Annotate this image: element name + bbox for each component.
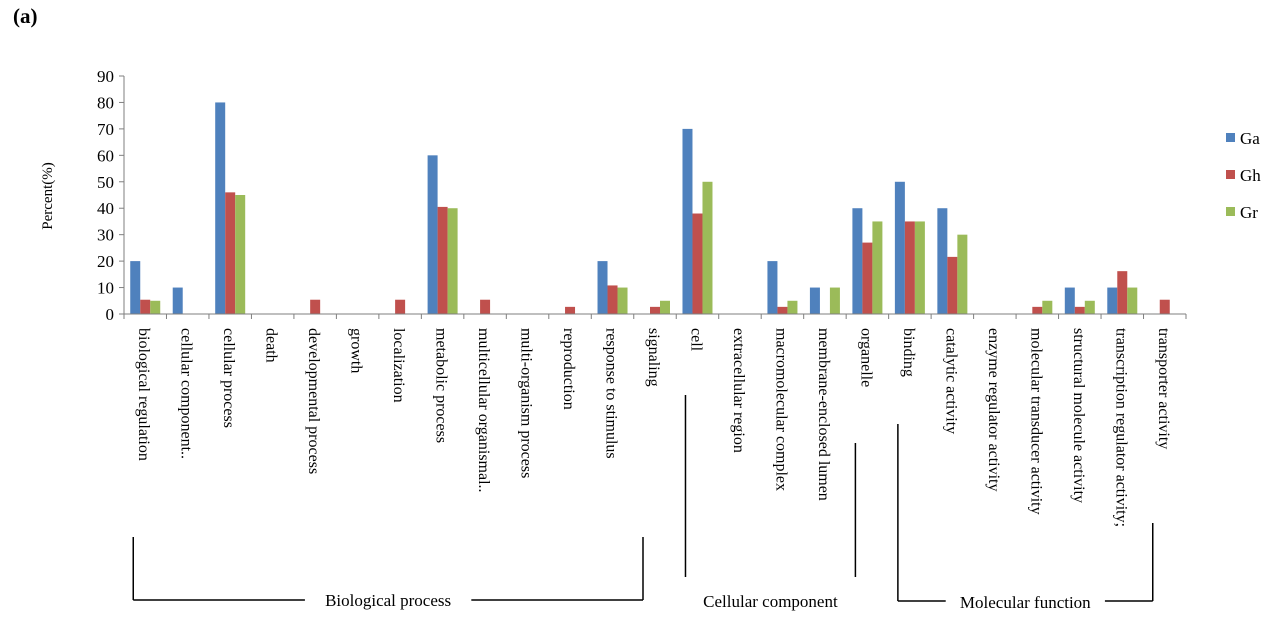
bar-ga	[597, 261, 608, 314]
bar-gh	[565, 306, 576, 314]
x-tick-label: localization	[390, 328, 407, 403]
bar-gr	[787, 300, 798, 314]
bar-gr	[617, 287, 628, 314]
y-tick-label: 30	[97, 226, 114, 245]
bar-gr	[447, 208, 458, 314]
bar-gh	[1074, 306, 1085, 314]
y-tick-label: 60	[97, 146, 114, 165]
y-tick-label: 10	[97, 279, 114, 298]
bar-gr	[1084, 300, 1095, 314]
x-tick-label: growth	[348, 328, 365, 373]
x-tick-label: molecular transducer activity	[1027, 328, 1044, 515]
x-tick-label: structural molecule activity	[1070, 328, 1087, 503]
y-tick-label: 70	[97, 120, 114, 139]
legend-label-gr: Gr	[1240, 203, 1258, 222]
legend-label-gh: Gh	[1240, 166, 1261, 185]
bar-ga	[172, 287, 183, 314]
x-tick-label: cell	[687, 328, 704, 352]
y-tick-label: 50	[97, 173, 114, 192]
legend-swatch-gr	[1226, 207, 1235, 216]
bar-ga	[1107, 287, 1118, 314]
bars-layer	[130, 102, 1170, 314]
bar-gh	[1117, 271, 1128, 314]
x-tick-label: response to stimulus	[603, 328, 620, 459]
bar-gh	[1032, 306, 1043, 314]
bar-ga	[809, 287, 820, 314]
y-tick-label: 90	[97, 67, 114, 86]
bar-gr	[914, 221, 925, 314]
x-tick-label: reproduction	[560, 328, 577, 410]
y-tick-label: 80	[97, 93, 114, 112]
x-tick-label: death	[263, 328, 280, 363]
x-tick-label: binding	[900, 328, 917, 377]
bar-gr	[150, 300, 161, 314]
panel-label: (a)	[13, 4, 38, 28]
group-cellular-component-label: Cellular component	[703, 592, 838, 611]
x-tick-label: multicellular organismal..	[475, 328, 492, 493]
bar-ga	[427, 155, 438, 314]
bar-ga	[215, 102, 226, 314]
x-tick-label: transcription regulator activity;	[1112, 328, 1129, 527]
bar-ga	[852, 208, 863, 314]
bar-gh	[650, 306, 660, 314]
bar-gh	[437, 206, 448, 314]
bar-ga	[894, 181, 905, 314]
x-tick-label: metabolic process	[433, 328, 450, 443]
legend-swatch-gh	[1226, 170, 1235, 179]
bar-gh	[225, 192, 236, 314]
bar-gr	[235, 195, 246, 314]
x-tick-label: signaling	[645, 328, 662, 387]
bar-ga	[1064, 287, 1075, 314]
legend-label-ga: Ga	[1240, 129, 1260, 148]
bar-gh	[692, 213, 703, 314]
bar-gh	[947, 256, 958, 314]
x-tick-label: catalytic activity	[942, 328, 959, 434]
bar-gr	[660, 300, 670, 314]
x-tick-label: extracellular region	[730, 328, 747, 453]
x-tick-label: cellular process	[220, 328, 237, 428]
bar-gh	[310, 299, 321, 314]
bar-ga	[130, 261, 141, 314]
x-tick-label: transporter activity	[1155, 328, 1172, 449]
bar-gh	[607, 285, 618, 314]
bar-ga	[767, 261, 778, 314]
bar-gr	[1042, 300, 1053, 314]
bar-ga	[682, 128, 693, 314]
bar-gh	[1159, 299, 1170, 314]
bar-gr	[702, 181, 713, 314]
y-tick-label: 40	[97, 199, 114, 218]
bar-ga	[937, 208, 948, 314]
x-axis: biological regulation cellular component.…	[123, 313, 1187, 527]
x-tick-label: cellular component..	[178, 328, 195, 459]
legend: Ga Gh Gr	[1226, 129, 1261, 222]
bar-gr	[957, 234, 968, 314]
bar-gh	[777, 306, 788, 314]
x-tick-label: organelle	[857, 328, 874, 387]
x-tick-label: biological regulation	[135, 328, 152, 461]
x-tick-label: membrane-enclosed lumen	[815, 328, 832, 501]
y-axis-label: Percent(%)	[40, 162, 56, 229]
bar-gh	[862, 242, 873, 314]
bar-gr	[829, 287, 840, 314]
x-tick-label: enzyme regulator activity	[985, 328, 1002, 491]
y-tick-label: 20	[97, 252, 114, 271]
y-tick-label: 0	[106, 305, 115, 324]
y-axis: 0 10 20 30 40 50 60 70 80 90	[97, 67, 125, 324]
x-tick-label: macromolecular complex	[772, 328, 789, 491]
bar-gh	[904, 221, 915, 314]
group-molecular-function-label: Molecular function	[960, 593, 1091, 612]
category-groups: Biological process Cellular component Mole…	[132, 395, 1154, 612]
bar-gh	[140, 299, 151, 314]
group-biological-process-label: Biological process	[325, 591, 451, 610]
legend-swatch-ga	[1226, 133, 1235, 142]
bar-gh	[395, 299, 406, 314]
bar-gr	[872, 221, 883, 314]
bar-gh	[480, 299, 491, 314]
x-tick-label: multi-organism process	[518, 328, 535, 478]
bar-gr	[1127, 287, 1138, 314]
x-tick-label: developmental process	[305, 328, 322, 474]
